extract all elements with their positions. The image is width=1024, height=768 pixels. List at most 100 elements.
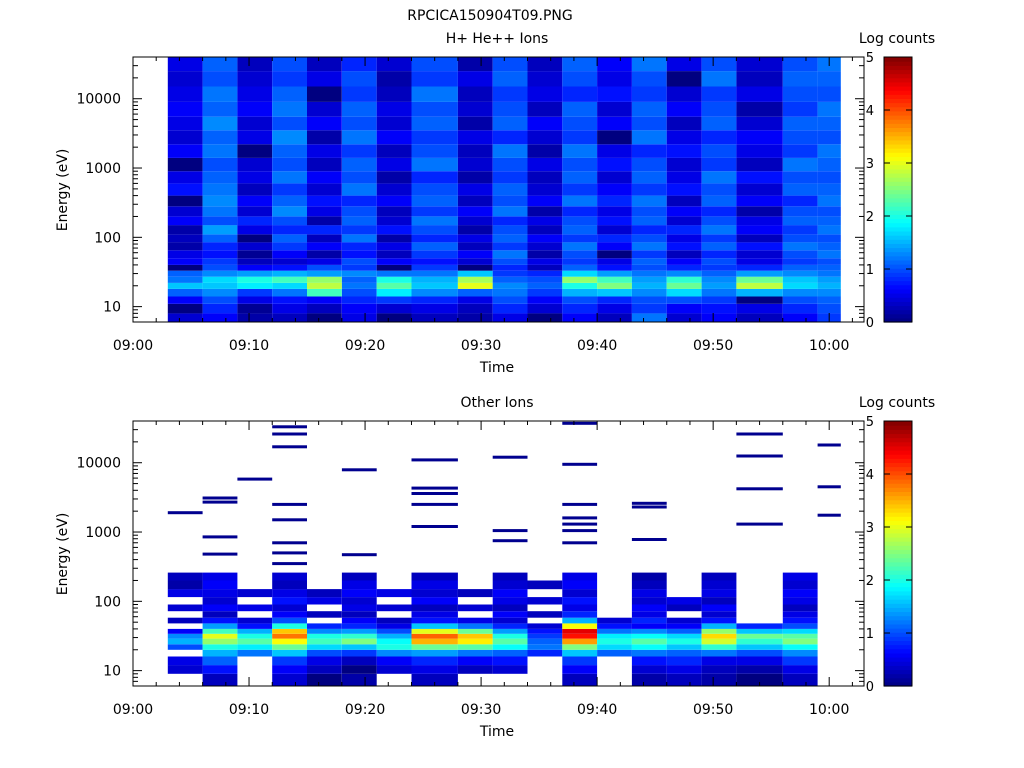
heatmap-cell — [272, 518, 307, 522]
heatmap-cell — [562, 516, 598, 520]
heatmap-cell — [167, 665, 203, 674]
heatmap-cell — [597, 71, 632, 87]
heatmap-cell — [376, 264, 412, 271]
heatmap-cell — [167, 633, 203, 639]
heatmap-cell — [631, 604, 667, 612]
heatmap-cell — [492, 206, 528, 217]
heatmap-cell — [562, 638, 598, 645]
heatmap-cell — [666, 656, 702, 666]
heatmap-cell — [411, 258, 458, 265]
colorbar-segment — [884, 152, 912, 157]
heatmap-cell — [782, 276, 818, 283]
heatmap-cell — [631, 157, 667, 172]
heatmap-cell — [272, 195, 307, 207]
colorbar-segment — [884, 313, 912, 319]
colorbar-segment — [884, 487, 912, 492]
heatmap-cell — [492, 130, 528, 145]
heatmap-cell — [341, 234, 377, 243]
heatmap-cell — [272, 270, 307, 277]
heatmap-cell — [631, 216, 667, 226]
colorbar-segment — [884, 119, 912, 124]
colorbar-segment — [884, 449, 912, 455]
heatmap-cell — [562, 250, 598, 259]
heatmap-cell — [237, 144, 273, 158]
heatmap-cell — [597, 313, 632, 322]
heatmap-cell — [666, 157, 702, 172]
heatmap-cell — [597, 303, 632, 314]
heatmap-cell — [341, 276, 377, 283]
heatmap-cell — [341, 611, 377, 618]
heatmap-cell — [202, 633, 238, 639]
colorbar-segment — [884, 549, 912, 555]
heatmap-cell — [527, 623, 563, 629]
heatmap-cell — [237, 303, 273, 314]
heatmap-cell — [492, 313, 528, 322]
heatmap-cell — [492, 288, 528, 297]
heatmap-cell — [202, 225, 238, 235]
heatmap-cell — [527, 157, 563, 172]
heatmap-cells — [167, 421, 841, 686]
heatmap-cell — [631, 171, 667, 184]
heatmap-cell — [782, 195, 818, 207]
heatmap-cell — [817, 195, 841, 207]
colorbar-tick-label: 4 — [866, 104, 874, 119]
heatmap-cell — [562, 580, 598, 590]
heatmap-cell — [782, 580, 818, 590]
colorbar-segment — [884, 429, 912, 435]
heatmap-cells — [167, 57, 841, 322]
heatmap-cell — [492, 157, 528, 172]
heatmap-cell — [307, 656, 342, 666]
heatmap-cell — [307, 303, 342, 314]
heatmap-cell — [736, 130, 783, 145]
heatmap-cell — [272, 130, 307, 145]
heatmap-cell — [701, 572, 737, 581]
heatmap-cell — [666, 130, 702, 145]
heatmap-cell — [597, 288, 632, 297]
colorbar-segment — [884, 247, 912, 253]
heatmap-cell — [272, 617, 307, 624]
heatmap-cell — [341, 250, 377, 259]
heatmap-cell — [527, 242, 563, 251]
heatmap-cell — [666, 296, 702, 304]
heatmap-cell — [666, 216, 702, 226]
heatmap-cell — [666, 101, 702, 117]
heatmap-cell — [457, 86, 493, 102]
heatmap-cell — [411, 644, 458, 650]
heatmap-cell — [736, 242, 783, 251]
colorbar-segment — [884, 288, 912, 294]
heatmap-cell — [307, 276, 342, 283]
heatmap-cell — [457, 644, 493, 650]
colorbar-segment — [884, 640, 912, 646]
colorbar-tick-label: 3 — [866, 157, 874, 172]
heatmap-cell — [666, 303, 702, 314]
heatmap-cell — [411, 144, 458, 158]
heatmap-cell — [272, 116, 307, 131]
heatmap-cell — [307, 242, 342, 251]
colorbar-tick-label: 0 — [866, 316, 874, 331]
heatmap-cell — [341, 282, 377, 289]
heatmap-cell — [527, 86, 563, 102]
heatmap-cell — [782, 656, 818, 666]
heatmap-cell — [631, 116, 667, 131]
heatmap-cell — [457, 101, 493, 117]
colorbar-segment — [884, 135, 912, 141]
heatmap-cell — [202, 183, 238, 196]
heatmap-cell — [237, 477, 273, 481]
heatmap-cell — [817, 216, 841, 226]
heatmap-cell — [527, 264, 563, 271]
heatmap-cell — [202, 296, 238, 304]
heatmap-cell — [411, 234, 458, 243]
colorbar-segment — [884, 615, 912, 621]
heatmap-cell — [527, 633, 563, 639]
heatmap-cell — [411, 250, 458, 259]
heatmap-cell — [562, 116, 598, 131]
heatmap-cell — [341, 303, 377, 314]
heatmap-cell — [782, 611, 818, 618]
heatmap-cell — [736, 665, 783, 674]
heatmap-cell — [376, 623, 412, 629]
heatmap-cell — [411, 171, 458, 184]
heatmap-cell — [562, 71, 598, 87]
heatmap-cell — [376, 171, 412, 184]
heatmap-cell — [376, 604, 412, 612]
heatmap-cell — [597, 276, 632, 283]
